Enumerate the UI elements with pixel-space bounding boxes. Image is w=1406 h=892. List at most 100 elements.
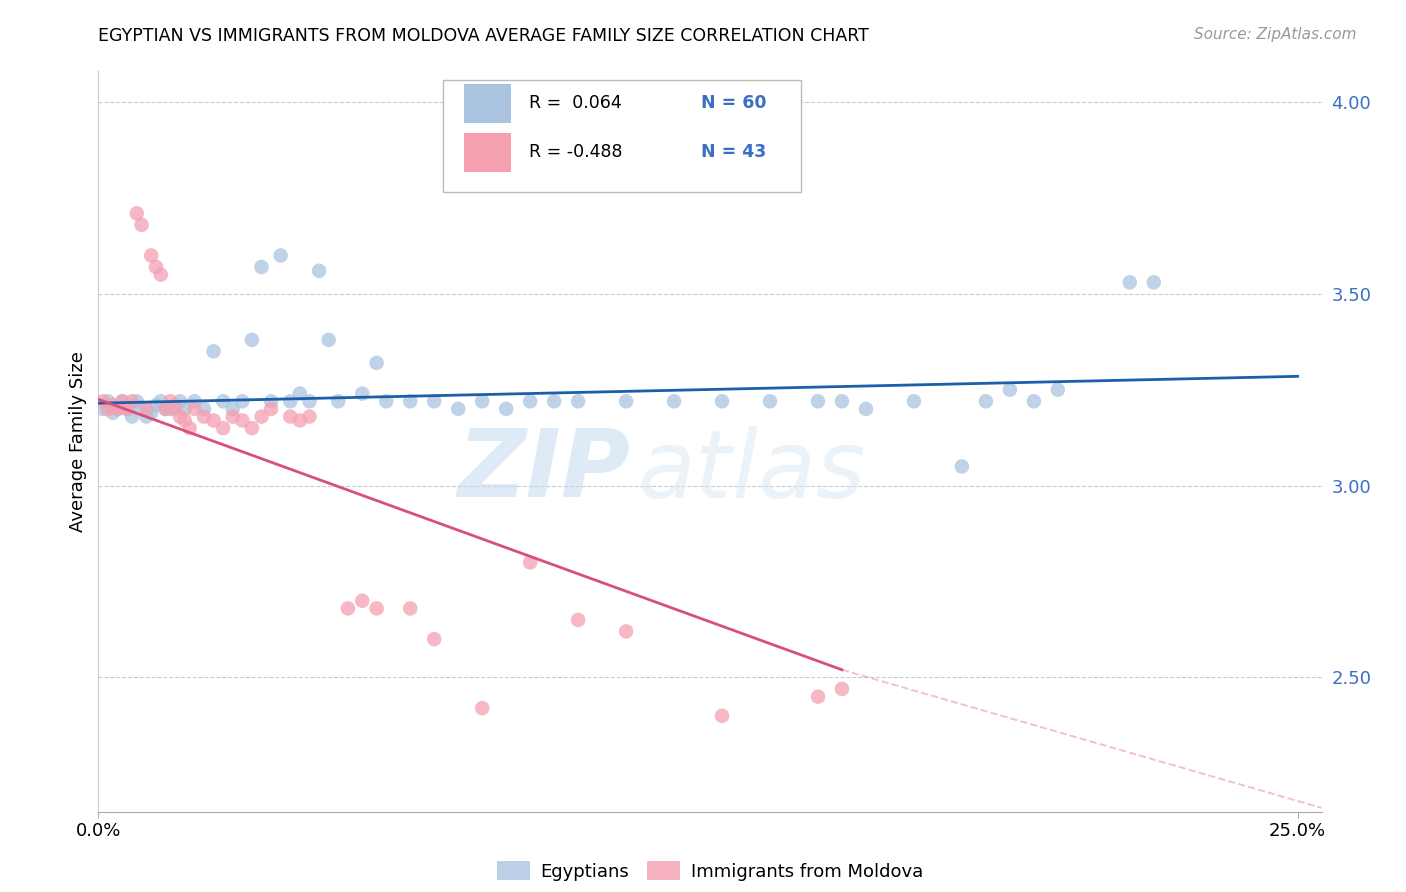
Point [135, 401, 157, 416]
Text: Source: ZipAtlas.com: Source: ZipAtlas.com [1194, 27, 1357, 42]
Point [149, 394, 172, 409]
Point [998, 383, 1021, 397]
Point [231, 413, 253, 427]
Point [165, 398, 187, 412]
Y-axis label: Average Family Size: Average Family Size [69, 351, 87, 532]
Point [240, 421, 263, 435]
Point [173, 413, 195, 427]
Point [202, 413, 225, 427]
Point [131, 401, 153, 416]
Point [169, 409, 191, 424]
Text: ZIP: ZIP [457, 425, 630, 517]
Legend: Egyptians, Immigrants from Moldova: Egyptians, Immigrants from Moldova [489, 854, 931, 888]
Point [375, 394, 398, 409]
Point [121, 409, 143, 424]
Point [288, 386, 311, 401]
Point [115, 401, 138, 416]
Point [212, 394, 235, 409]
Point [183, 401, 205, 416]
Bar [464, 133, 510, 171]
Point [107, 401, 129, 416]
Point [831, 681, 853, 696]
Point [193, 409, 215, 424]
Point [149, 268, 172, 282]
Point [298, 409, 321, 424]
Text: atlas: atlas [637, 425, 865, 516]
Point [519, 555, 541, 569]
Point [711, 394, 734, 409]
Point [471, 701, 494, 715]
Point [145, 398, 167, 412]
Point [399, 394, 422, 409]
Point [222, 401, 245, 416]
Point [807, 394, 830, 409]
Point [111, 394, 134, 409]
Point [101, 406, 124, 420]
Point [125, 206, 148, 220]
Point [519, 394, 541, 409]
Point [169, 394, 191, 409]
Point [260, 394, 283, 409]
FancyBboxPatch shape [443, 80, 801, 192]
Point [202, 344, 225, 359]
Point [288, 413, 311, 427]
Point [1119, 276, 1142, 290]
Point [711, 708, 734, 723]
Point [336, 601, 359, 615]
Point [447, 401, 470, 416]
Point [855, 401, 877, 416]
Point [298, 394, 321, 409]
Point [807, 690, 830, 704]
Point [260, 401, 283, 416]
Point [1022, 394, 1045, 409]
Point [278, 409, 301, 424]
Point [107, 401, 129, 416]
Point [121, 394, 143, 409]
Point [974, 394, 997, 409]
Point [567, 613, 589, 627]
Point [193, 401, 215, 416]
Bar [464, 84, 510, 122]
Point [352, 593, 374, 607]
Point [212, 421, 235, 435]
Point [131, 218, 153, 232]
Point [250, 260, 273, 274]
Point [495, 401, 517, 416]
Point [471, 394, 494, 409]
Point [231, 394, 253, 409]
Point [155, 401, 177, 416]
Point [125, 394, 148, 409]
Point [91, 401, 114, 416]
Point [91, 394, 114, 409]
Point [1046, 383, 1069, 397]
Point [270, 248, 292, 262]
Point [183, 394, 205, 409]
Point [115, 401, 138, 416]
Point [903, 394, 925, 409]
Point [423, 394, 446, 409]
Text: R =  0.064: R = 0.064 [529, 95, 621, 112]
Point [173, 401, 195, 416]
Point [662, 394, 685, 409]
Text: R = -0.488: R = -0.488 [529, 144, 623, 161]
Point [831, 394, 853, 409]
Point [97, 401, 120, 416]
Point [567, 394, 589, 409]
Text: N = 43: N = 43 [702, 144, 766, 161]
Point [145, 260, 167, 274]
Point [614, 394, 637, 409]
Point [159, 401, 181, 416]
Point [97, 394, 120, 409]
Point [141, 248, 163, 262]
Point [135, 409, 157, 424]
Point [423, 632, 446, 646]
Point [155, 401, 177, 416]
Point [240, 333, 263, 347]
Point [318, 333, 340, 347]
Text: EGYPTIAN VS IMMIGRANTS FROM MOLDOVA AVERAGE FAMILY SIZE CORRELATION CHART: EGYPTIAN VS IMMIGRANTS FROM MOLDOVA AVER… [98, 27, 869, 45]
Point [165, 401, 187, 416]
Point [159, 394, 181, 409]
Point [222, 409, 245, 424]
Point [950, 459, 973, 474]
Point [179, 421, 201, 435]
